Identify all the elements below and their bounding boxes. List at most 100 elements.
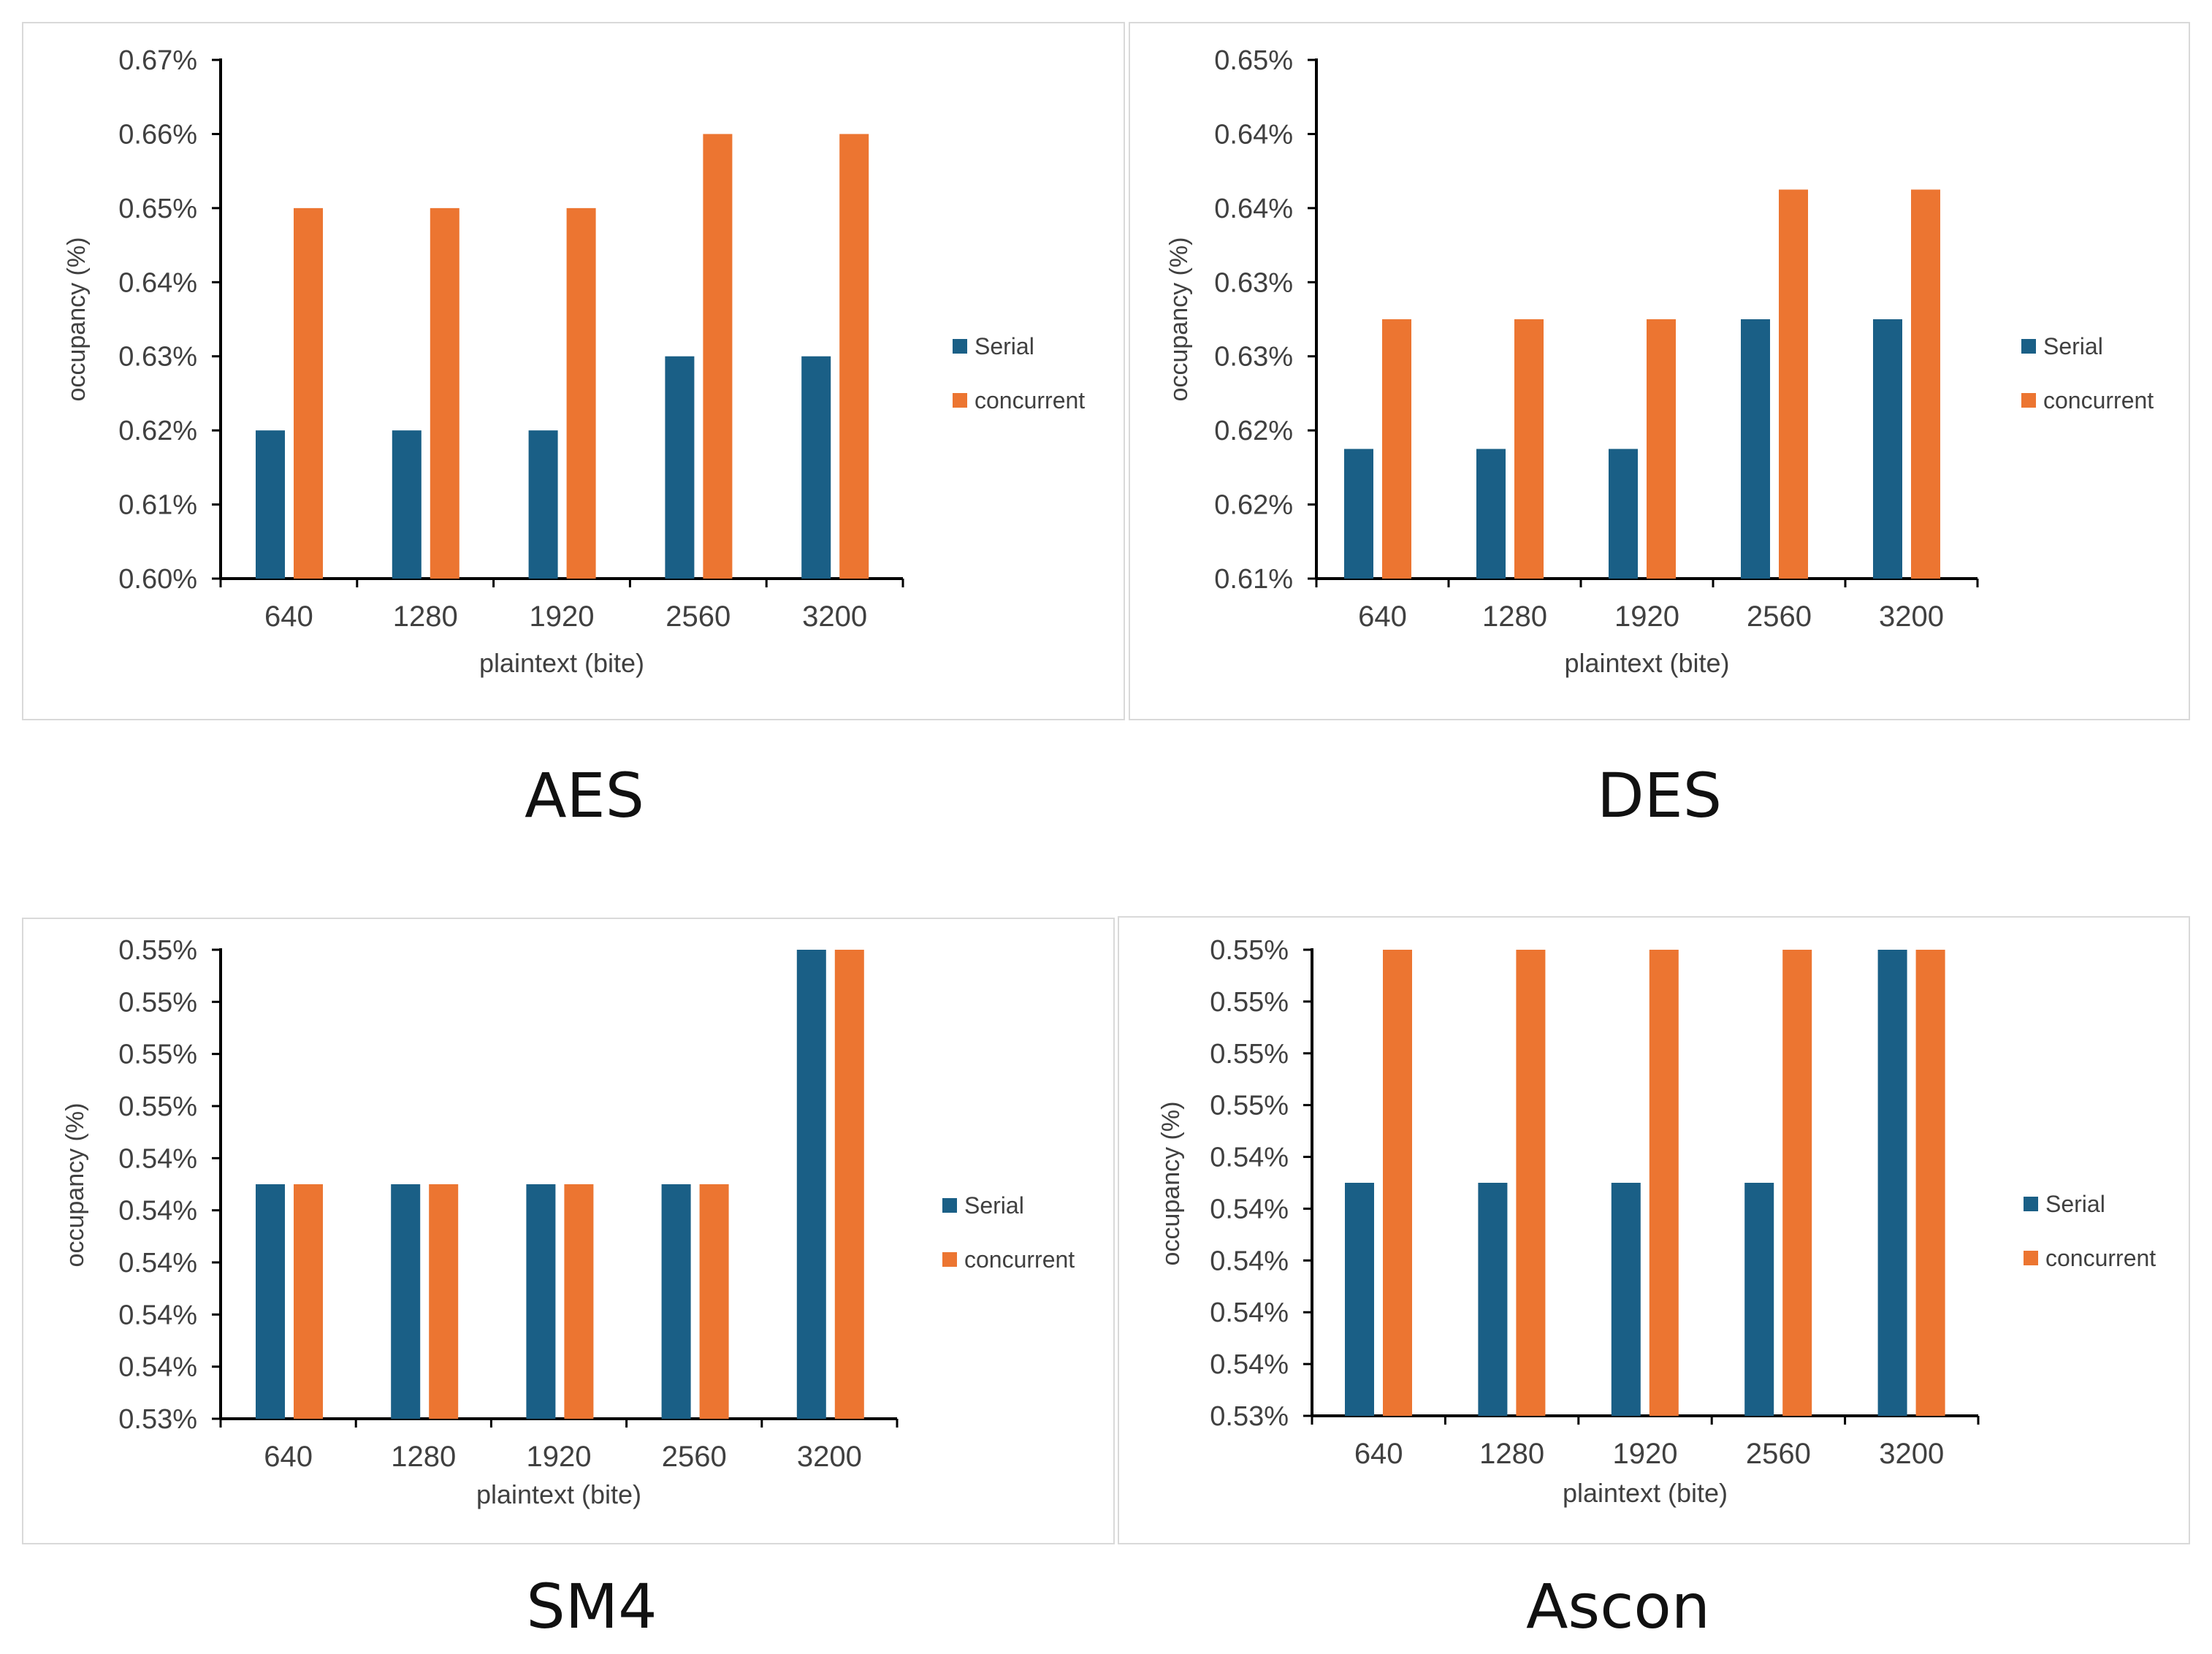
legend-aes: Serial concurrent bbox=[953, 332, 1085, 440]
bar-concurrent-1920 bbox=[1647, 319, 1676, 579]
y-tick-label: 0.54% bbox=[1210, 1297, 1289, 1328]
legend-ascon: Serial concurrent bbox=[2024, 1189, 2156, 1297]
bar-serial-2560 bbox=[1744, 1183, 1774, 1416]
bar-serial-3200 bbox=[1877, 950, 1907, 1416]
bar-concurrent-3200 bbox=[839, 134, 869, 579]
bar-concurrent-1920 bbox=[564, 1184, 594, 1419]
legend-item-serial: Serial bbox=[2024, 1189, 2156, 1219]
y-tick-label: 0.55% bbox=[118, 987, 197, 1018]
x-tick-label: 640 bbox=[264, 1441, 313, 1473]
bar-serial-3200 bbox=[1873, 319, 1902, 579]
y-tick-label: 0.66% bbox=[118, 119, 197, 150]
y-tick-label: 0.55% bbox=[1210, 1091, 1289, 1121]
y-tick-label: 0.54% bbox=[118, 1352, 197, 1383]
bar-serial-640 bbox=[1344, 449, 1373, 579]
bar-concurrent-1280 bbox=[430, 207, 459, 579]
y-tick-label: 0.54% bbox=[118, 1248, 197, 1278]
x-axis-label: plaintext (bite) bbox=[479, 648, 644, 678]
bar-concurrent-2560 bbox=[703, 134, 733, 579]
x-tick-label: 2560 bbox=[665, 601, 731, 633]
legend-swatch-concurrent bbox=[2021, 393, 2036, 408]
x-tick-label: 1280 bbox=[391, 1441, 456, 1473]
x-axis-label: plaintext (bite) bbox=[1563, 1478, 1728, 1508]
legend-label-concurrent: concurrent bbox=[975, 386, 1086, 414]
bar-serial-2560 bbox=[661, 1184, 691, 1419]
y-tick-label: 0.65% bbox=[118, 194, 197, 224]
caption-aes: AES bbox=[525, 760, 644, 831]
x-tick-label: 1280 bbox=[393, 601, 458, 633]
x-tick-label: 1920 bbox=[527, 1441, 592, 1473]
chart-panel-sm4: 0.53% 0.54% 0.54% 0.54% 0.54% 0.54% 0.55% 0.55%… bbox=[22, 918, 1115, 1544]
y-tick-label: 0.54% bbox=[1210, 1349, 1289, 1380]
bar-serial-1280 bbox=[391, 1184, 421, 1419]
x-axis-label: plaintext (bite) bbox=[476, 1479, 641, 1509]
y-axis-label: occupancy (%) bbox=[61, 1103, 89, 1268]
y-tick-label: 0.60% bbox=[118, 564, 197, 595]
x-tick-label: 1920 bbox=[1614, 601, 1679, 633]
legend-item-serial: Serial bbox=[2021, 332, 2154, 361]
bar-concurrent-1280 bbox=[1514, 319, 1544, 579]
legend-swatch-serial bbox=[942, 1198, 957, 1213]
bar-chart-sm4: 0.53% 0.54% 0.54% 0.54% 0.54% 0.54% 0.55% 0.55%… bbox=[61, 935, 899, 1509]
bar-serial-1920 bbox=[526, 1184, 556, 1419]
bar-concurrent-640 bbox=[294, 207, 323, 579]
legend-item-concurrent: concurrent bbox=[942, 1245, 1075, 1274]
x-tick-label: 3200 bbox=[1879, 601, 1944, 633]
y-tick-label: 0.55% bbox=[118, 935, 197, 966]
chart-panel-aes: 0.60% 0.61% 0.62% 0.63% 0.64% 0.65% 0.66% 0.67%… bbox=[22, 22, 1125, 720]
x-tick-label: 640 bbox=[1354, 1438, 1403, 1470]
legend-sm4: Serial concurrent bbox=[942, 1191, 1075, 1299]
bar-serial-3200 bbox=[796, 950, 826, 1419]
y-tick-label: 0.64% bbox=[1214, 119, 1293, 150]
y-axis-label: occupancy (%) bbox=[1165, 237, 1193, 402]
legend-label-serial: Serial bbox=[964, 1192, 1024, 1219]
y-tick-label: 0.64% bbox=[1214, 194, 1293, 224]
y-tick-label: 0.67% bbox=[118, 45, 197, 76]
y-tick-label: 0.61% bbox=[118, 490, 197, 521]
y-tick-label: 0.54% bbox=[1210, 1194, 1289, 1224]
bar-concurrent-3200 bbox=[834, 950, 864, 1419]
bar-chart-des: 0.61% 0.62% 0.62% 0.63% 0.63% 0.64% 0.64% 0.65%… bbox=[1165, 45, 1979, 678]
y-tick-label: 0.55% bbox=[118, 1091, 197, 1122]
y-tick-label: 0.54% bbox=[118, 1143, 197, 1174]
bar-concurrent-1280 bbox=[429, 1184, 459, 1419]
y-tick-label: 0.55% bbox=[118, 1040, 197, 1070]
bar-serial-1280 bbox=[1478, 1183, 1508, 1416]
bar-concurrent-2560 bbox=[699, 1184, 729, 1419]
legend-label-concurrent: concurrent bbox=[964, 1246, 1075, 1273]
y-tick-label: 0.54% bbox=[1210, 1246, 1289, 1276]
legend-swatch-concurrent bbox=[942, 1252, 957, 1267]
x-axis-label: plaintext (bite) bbox=[1564, 648, 1729, 678]
x-tick-label: 2560 bbox=[1747, 601, 1812, 633]
legend-swatch-concurrent bbox=[953, 393, 967, 408]
x-tick-label: 2560 bbox=[662, 1441, 727, 1473]
bar-concurrent-1920 bbox=[1649, 950, 1679, 1416]
legend-label-concurrent: concurrent bbox=[2043, 386, 2154, 414]
bar-concurrent-1920 bbox=[566, 207, 596, 579]
caption-ascon: Ascon bbox=[1525, 1571, 1711, 1642]
bar-serial-3200 bbox=[801, 356, 831, 579]
legend-item-serial: Serial bbox=[942, 1191, 1075, 1220]
chart-panel-des: 0.61% 0.62% 0.62% 0.63% 0.63% 0.64% 0.64% 0.65%… bbox=[1129, 22, 2190, 720]
y-tick-label: 0.62% bbox=[118, 416, 197, 446]
bar-serial-1920 bbox=[528, 430, 558, 579]
caption-sm4: SM4 bbox=[526, 1571, 657, 1642]
y-tick-label: 0.64% bbox=[118, 267, 197, 298]
y-tick-label: 0.53% bbox=[118, 1404, 197, 1435]
x-tick-label: 2560 bbox=[1746, 1438, 1811, 1470]
x-tick-label: 1920 bbox=[1613, 1438, 1678, 1470]
legend-label-serial: Serial bbox=[2045, 1190, 2105, 1217]
legend-label-concurrent: concurrent bbox=[2045, 1244, 2156, 1271]
bar-serial-640 bbox=[256, 1184, 285, 1419]
x-tick-label: 1920 bbox=[530, 601, 595, 633]
y-tick-label: 0.55% bbox=[1210, 1039, 1289, 1070]
y-tick-label: 0.62% bbox=[1214, 490, 1293, 521]
bar-chart-aes: 0.60% 0.61% 0.62% 0.63% 0.64% 0.65% 0.66% 0.67%… bbox=[63, 45, 904, 678]
legend-label-serial: Serial bbox=[2043, 332, 2103, 359]
y-tick-label: 0.65% bbox=[1214, 45, 1293, 76]
y-tick-label: 0.55% bbox=[1210, 935, 1289, 966]
legend-swatch-serial bbox=[953, 339, 967, 354]
y-tick-label: 0.63% bbox=[1214, 267, 1293, 298]
bar-serial-1280 bbox=[392, 430, 422, 579]
legend-item-serial: Serial bbox=[953, 332, 1085, 361]
